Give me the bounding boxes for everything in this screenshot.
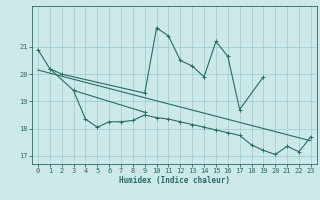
X-axis label: Humidex (Indice chaleur): Humidex (Indice chaleur) (119, 176, 230, 185)
